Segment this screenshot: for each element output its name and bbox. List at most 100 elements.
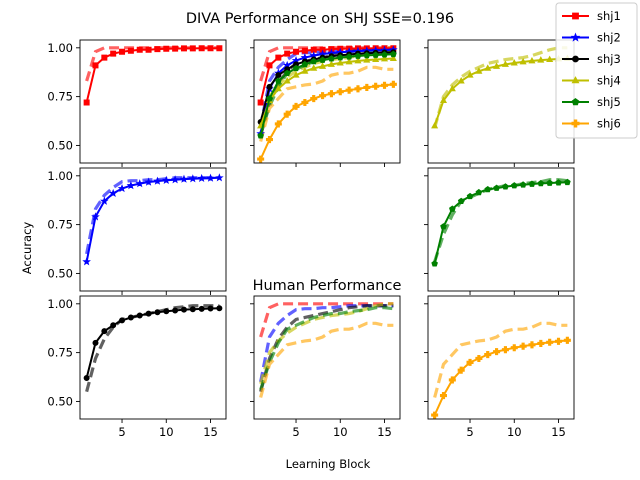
y-axis-label: Accuracy — [20, 222, 34, 275]
model-point-shj1 — [310, 46, 317, 53]
model-point-shj6 — [448, 376, 456, 384]
human-line-shj4 — [433, 46, 568, 129]
model-point-shj3 — [163, 308, 170, 315]
model-point-shj2 — [170, 175, 180, 184]
model-point-shj3 — [180, 306, 187, 313]
model-line-shj2 — [259, 48, 394, 134]
y-tick-label: 1.00 — [47, 169, 73, 183]
model-point-shj4 — [528, 56, 536, 64]
model-point-shj1 — [216, 45, 223, 52]
model-point-shj5 — [319, 56, 326, 63]
model-point-shj1 — [154, 46, 161, 53]
model-point-shj6 — [292, 102, 300, 110]
model-point-shj1 — [284, 50, 291, 57]
model-point-shj4 — [439, 96, 448, 104]
model-point-shj2 — [108, 188, 118, 198]
model-point-shj6 — [466, 358, 474, 366]
human-line-shj5 — [433, 178, 568, 263]
model-point-shj5 — [431, 260, 438, 267]
y-tick-label: 0.50 — [47, 394, 73, 408]
model-point-shj6 — [537, 339, 545, 347]
model-point-shj5 — [528, 180, 536, 187]
model-point-shj1 — [110, 50, 117, 57]
model-point-shj5 — [363, 51, 371, 59]
model-point-shj5 — [555, 179, 562, 186]
model-point-shj4 — [484, 64, 492, 71]
plot-area — [431, 46, 571, 129]
model-point-shj6 — [380, 81, 389, 89]
model-point-shj5 — [440, 223, 447, 230]
model-point-shj1 — [163, 45, 170, 52]
legend-label: shj5 — [597, 95, 621, 109]
model-point-shj3 — [136, 312, 143, 319]
x-tick-label: 10 — [507, 425, 522, 439]
model-point-shj6 — [563, 336, 571, 344]
x-axis-label: Learning Block — [286, 457, 371, 471]
legend-marker — [571, 76, 580, 84]
model-point-shj2 — [206, 173, 215, 182]
model-point-shj6 — [528, 341, 536, 349]
model-point-shj5 — [381, 51, 388, 58]
legend-item-shj2: shj2 — [562, 31, 621, 45]
human-line-shj4 — [259, 302, 394, 385]
axes-frame — [79, 167, 227, 292]
legend-marker — [572, 12, 579, 20]
plot-area — [259, 302, 394, 398]
human-line-shj6 — [259, 321, 394, 398]
model-point-shj3 — [127, 314, 134, 321]
legend-item-shj5: shj5 — [562, 95, 621, 109]
model-point-shj4 — [493, 62, 501, 69]
model-point-shj6 — [283, 110, 291, 118]
legend-marker — [570, 32, 581, 42]
model-point-shj2 — [82, 257, 91, 266]
subplot-r0c1 — [250, 39, 401, 167]
axes-frame — [427, 167, 575, 292]
model-point-shj1 — [257, 99, 264, 106]
legend-item-shj1: shj1 — [562, 9, 621, 23]
model-point-shj1 — [189, 45, 196, 52]
model-point-shj4 — [431, 121, 439, 129]
model-point-shj6 — [257, 155, 265, 163]
model-point-shj1 — [145, 46, 152, 53]
model-point-shj2 — [153, 176, 162, 185]
x-tick-label: 15 — [377, 425, 392, 439]
model-point-shj3 — [198, 305, 205, 312]
model-point-shj4 — [448, 84, 456, 92]
model-point-shj4 — [336, 59, 344, 66]
model-point-shj6 — [493, 348, 501, 356]
model-point-shj1 — [127, 47, 134, 54]
model-point-shj6 — [519, 342, 527, 350]
axes-frame — [253, 295, 401, 420]
model-point-shj1 — [207, 45, 214, 52]
model-point-shj6 — [475, 354, 483, 362]
y-tick-label: 0.50 — [47, 138, 73, 152]
model-point-shj2 — [91, 212, 100, 221]
model-point-shj5 — [292, 64, 300, 72]
x-tick-label: 10 — [159, 425, 174, 439]
figure-title: DIVA Performance on SHJ SSE=0.196 — [186, 11, 454, 27]
model-point-shj4 — [380, 54, 389, 62]
model-line-shj3 — [85, 307, 220, 379]
model-point-shj6 — [546, 338, 554, 346]
model-point-shj4 — [537, 56, 545, 63]
human-line-shj1 — [85, 46, 220, 82]
legend-item-shj6: shj6 — [562, 117, 621, 131]
model-point-shj4 — [345, 57, 353, 65]
subplot-r2c2: 5 10 15 — [424, 295, 575, 439]
y-tick-label: 0.75 — [47, 90, 73, 104]
model-point-shj3 — [92, 339, 99, 346]
model-point-shj1 — [275, 54, 282, 61]
model-point-shj2 — [215, 173, 224, 182]
model-line-shj6 — [433, 339, 568, 416]
model-point-shj1 — [198, 45, 205, 52]
human-line-shj3 — [259, 304, 394, 393]
model-line-shj1 — [85, 47, 220, 103]
model-point-shj4 — [546, 55, 554, 63]
model-point-shj4 — [301, 67, 309, 74]
model-point-shj5 — [336, 54, 344, 61]
legend-marker — [572, 55, 579, 63]
human-line-shj6 — [433, 321, 568, 398]
model-point-shj3 — [110, 322, 117, 329]
model-point-shj5 — [457, 197, 465, 205]
model-point-shj1 — [180, 45, 187, 52]
